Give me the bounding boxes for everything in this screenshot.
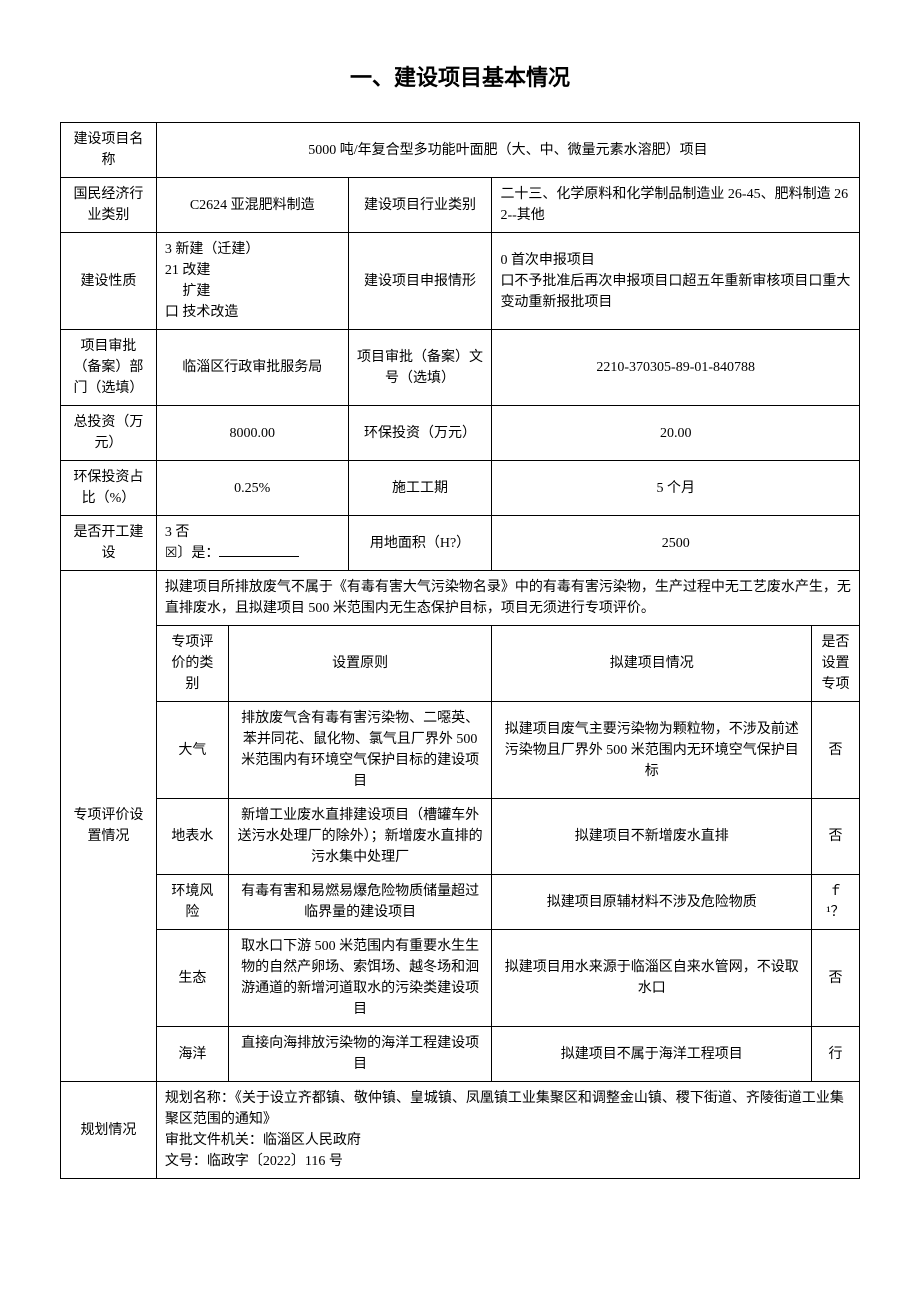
label-special-eval: 专项评价设置情况 [61,571,157,1082]
hdr-set: 是否设置专项 [812,626,860,702]
page-title: 一、建设项目基本情况 [60,60,860,92]
sea-set: 行 [812,1027,860,1082]
value-period: 5 个月 [492,461,860,516]
value-project-name: 5000 吨/年复合型多功能叶面肥（大、中、微量元素水溶肥）项目 [156,123,859,178]
declare-line-1: 0 首次申报项目 [500,250,851,271]
value-env-ratio: 0.25% [156,461,348,516]
label-project-name: 建设项目名称 [61,123,157,178]
water-situation: 拟建项目不新增废水直排 [492,799,812,875]
started-opt-2: ☒〕是： [165,543,340,564]
label-plan: 规划情况 [61,1082,157,1179]
value-approval-no: 2210-370305-89-01-840788 [492,330,860,406]
water-set: 否 [812,799,860,875]
value-plan: 规划名称：《关于设立齐都镇、敬仲镇、皇城镇、凤凰镇工业集聚区和调整金山镇、稷下街… [156,1082,859,1179]
plan-line-3: 文号：临政字〔2022〕116 号 [165,1151,851,1172]
value-started: 3 否 ☒〕是： [156,516,348,571]
risk-set: ｆ¹？ [812,875,860,930]
label-period: 施工工期 [348,461,492,516]
cat-sea: 海洋 [156,1027,228,1082]
value-total-invest: 8000.00 [156,406,348,461]
label-total-invest: 总投资（万元） [61,406,157,461]
basic-info-table: 建设项目名称 5000 吨/年复合型多功能叶面肥（大、中、微量元素水溶肥）项目 … [60,122,860,1179]
label-industry-class: 国民经济行业类别 [61,178,157,233]
sea-principle: 直接向海排放污染物的海洋工程建设项目 [228,1027,492,1082]
air-situation: 拟建项目废气主要污染物为颗粒物，不涉及前述污染物且厂界外 500 米范围内无环境… [492,702,812,799]
label-env-invest: 环保投资（万元） [348,406,492,461]
label-started: 是否开工建设 [61,516,157,571]
value-proj-industry: 二十三、化学原料和化学制品制造业 26-45、肥料制造 262--其他 [492,178,860,233]
risk-principle: 有毒有害和易燃易爆危险物质储量超过临界量的建设项目 [228,875,492,930]
value-land-area: 2500 [492,516,860,571]
label-declare: 建设项目申报情形 [348,233,492,330]
value-industry-class: C2624 亚混肥料制造 [156,178,348,233]
value-env-invest: 20.00 [492,406,860,461]
cat-water: 地表水 [156,799,228,875]
hdr-situation: 拟建项目情况 [492,626,812,702]
label-env-ratio: 环保投资占比（%） [61,461,157,516]
sea-situation: 拟建项目不属于海洋工程项目 [492,1027,812,1082]
water-principle: 新增工业废水直排建设项目（槽罐车外送污水处理厂的除外）；新增废水直排的污水集中处… [228,799,492,875]
eco-situation: 拟建项目用水来源于临淄区自来水管网，不设取水口 [492,930,812,1027]
hdr-category: 专项评价的类别 [156,626,228,702]
label-approval-no: 项目审批（备案）文号（选填） [348,330,492,406]
started-opt-1: 3 否 [165,522,340,543]
value-approval-dept: 临淄区行政审批服务局 [156,330,348,406]
value-declare: 0 首次申报项目 口不予批准后再次申报项目口超五年重新审核项目口重大变动重新报批… [492,233,860,330]
air-principle: 排放废气含有毒有害污染物、二噁英、苯并同花、鼠化物、氯气且厂界外 500 米范围… [228,702,492,799]
label-approval-dept: 项目审批（备案）部门（选填） [61,330,157,406]
value-nature: 3 新建（迁建） 21 改建 扩建 口 技术改造 [156,233,348,330]
label-nature: 建设性质 [61,233,157,330]
label-proj-industry: 建设项目行业类别 [348,178,492,233]
nature-opt-3: 扩建 [165,281,340,302]
nature-opt-1: 3 新建（迁建） [165,239,340,260]
cat-risk: 环境风险 [156,875,228,930]
special-intro: 拟建项目所排放废气不属于《有毒有害大气污染物名录》中的有毒有害污染物，生产过程中… [156,571,859,626]
started-opt-2-prefix: ☒〕是： [165,546,220,561]
started-blank-line [219,543,299,557]
declare-line-2: 口不予批准后再次申报项目口超五年重新审核项目口重大变动重新报批项目 [500,271,851,313]
cat-air: 大气 [156,702,228,799]
nature-opt-2: 21 改建 [165,260,340,281]
air-set: 否 [812,702,860,799]
eco-set: 否 [812,930,860,1027]
plan-line-2: 审批文件机关：临淄区人民政府 [165,1130,851,1151]
risk-situation: 拟建项目原辅材料不涉及危险物质 [492,875,812,930]
hdr-principle: 设置原则 [228,626,492,702]
cat-eco: 生态 [156,930,228,1027]
label-land-area: 用地面积（H?） [348,516,492,571]
plan-line-1: 规划名称：《关于设立齐都镇、敬仲镇、皇城镇、凤凰镇工业集聚区和调整金山镇、稷下街… [165,1088,851,1130]
eco-principle: 取水口下游 500 米范围内有重要水生生物的自然产卵场、索饵场、越冬场和洄游通道… [228,930,492,1027]
nature-opt-4: 口 技术改造 [165,302,340,323]
